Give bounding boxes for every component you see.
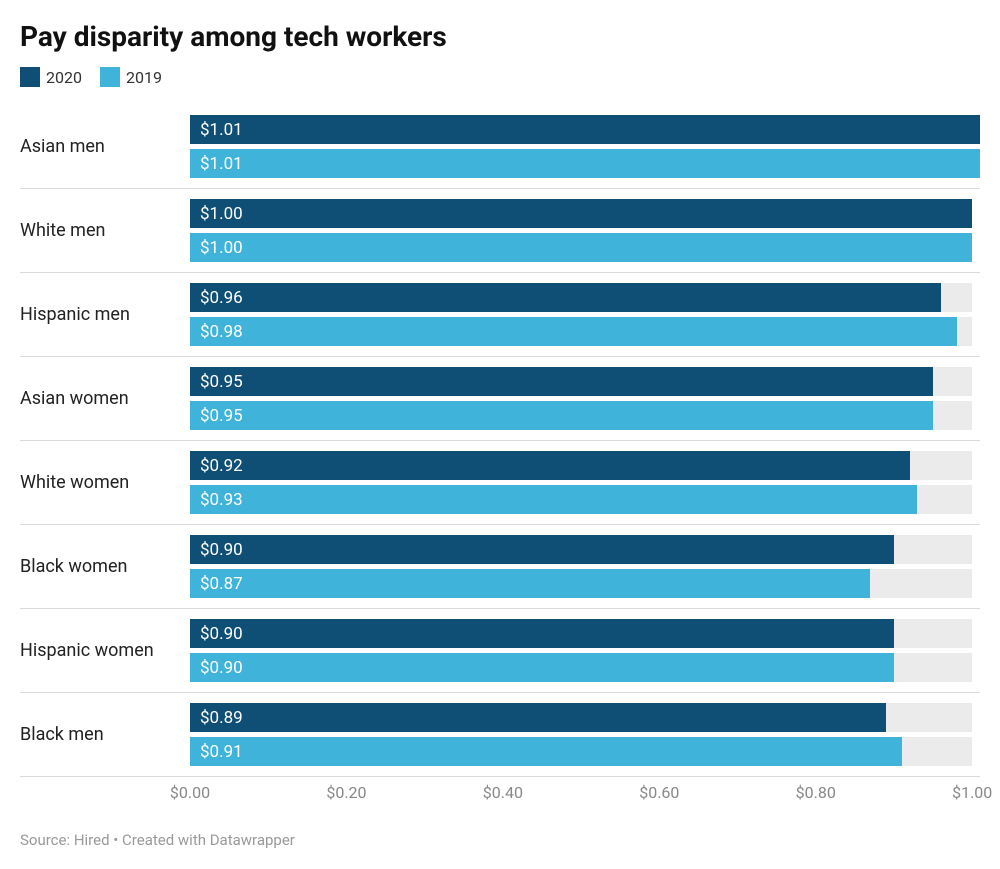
bars-column: $1.00 $1.00	[190, 189, 980, 272]
legend-item-2020: 2020	[20, 67, 82, 87]
category-label: White women	[20, 472, 190, 493]
bar-2020: $1.01	[190, 115, 980, 144]
axis-tick: $0.80	[796, 783, 836, 802]
bar-track: $0.87	[190, 569, 980, 598]
bar-track: $0.93	[190, 485, 980, 514]
bar-2019: $0.87	[190, 569, 870, 598]
bar-track: $0.91	[190, 737, 980, 766]
bars-column: $0.96 $0.98	[190, 273, 980, 356]
bar-2019: $0.91	[190, 737, 902, 766]
category-label: Hispanic women	[20, 640, 190, 661]
category-label: White men	[20, 220, 190, 241]
bar-2020: $0.90	[190, 619, 894, 648]
bar-value-label: $0.92	[200, 456, 243, 476]
legend-swatch-2020	[20, 67, 40, 87]
category-label: Black women	[20, 556, 190, 577]
chart-row: White men $1.00 $1.00	[20, 189, 980, 273]
axis-tick: $0.60	[639, 783, 679, 802]
chart-row: Hispanic men $0.96 $0.98	[20, 273, 980, 357]
legend-label-2020: 2020	[46, 68, 82, 87]
bars-column: $0.92 $0.93	[190, 441, 980, 524]
bar-2019: $0.93	[190, 485, 917, 514]
bar-value-label: $0.90	[200, 624, 243, 644]
legend: 2020 2019	[20, 67, 980, 87]
bar-value-label: $1.01	[200, 154, 243, 174]
bar-value-label: $1.00	[200, 238, 243, 258]
bar-track: $0.90	[190, 535, 980, 564]
bar-value-label: $0.90	[200, 658, 243, 678]
bar-2020: $0.89	[190, 703, 886, 732]
legend-label-2019: 2019	[126, 68, 162, 87]
bar-track: $0.96	[190, 283, 980, 312]
bar-2020: $0.92	[190, 451, 910, 480]
category-label: Black men	[20, 724, 190, 745]
chart-row: Asian men $1.01 $1.01	[20, 105, 980, 189]
category-label: Asian men	[20, 136, 190, 157]
bar-track: $0.90	[190, 653, 980, 682]
chart-plot-area: Asian men $1.01 $1.01 White men $1.00 $1.00 Hi…	[20, 105, 980, 777]
bars-column: $0.90 $0.90	[190, 609, 980, 692]
bar-2019: $0.95	[190, 401, 933, 430]
bar-value-label: $0.89	[200, 708, 243, 728]
bar-track: $0.95	[190, 401, 980, 430]
bar-value-label: $0.95	[200, 406, 243, 426]
axis-tick: $0.20	[326, 783, 366, 802]
axis-tick: $0.00	[170, 783, 210, 802]
bars-column: $1.01 $1.01	[190, 105, 980, 188]
bar-2019: $1.00	[190, 233, 972, 262]
bar-value-label: $0.98	[200, 322, 243, 342]
bar-2020: $0.90	[190, 535, 894, 564]
bar-track: $1.01	[190, 115, 980, 144]
bar-value-label: $0.95	[200, 372, 243, 392]
bar-track: $0.98	[190, 317, 980, 346]
legend-item-2019: 2019	[100, 67, 162, 87]
bars-column: $0.89 $0.91	[190, 693, 980, 776]
bars-column: $0.90 $0.87	[190, 525, 980, 608]
bar-value-label: $0.96	[200, 288, 243, 308]
axis-tick: $1.00	[952, 783, 992, 802]
bars-column: $0.95 $0.95	[190, 357, 980, 440]
bar-value-label: $1.01	[200, 120, 243, 140]
bar-2019: $0.90	[190, 653, 894, 682]
chart-row: Asian women $0.95 $0.95	[20, 357, 980, 441]
bar-value-label: $1.00	[200, 204, 243, 224]
chart-row: White women $0.92 $0.93	[20, 441, 980, 525]
axis-tick: $0.40	[483, 783, 523, 802]
bar-track: $1.00	[190, 233, 980, 262]
bar-track: $0.92	[190, 451, 980, 480]
bar-track: $0.89	[190, 703, 980, 732]
legend-swatch-2019	[100, 67, 120, 87]
chart-footer: Source: Hired • Created with Datawrapper	[20, 831, 980, 849]
bar-2019: $1.01	[190, 149, 980, 178]
bar-value-label: $0.90	[200, 540, 243, 560]
bar-value-label: $0.91	[200, 742, 243, 762]
category-label: Hispanic men	[20, 304, 190, 325]
bar-2020: $0.95	[190, 367, 933, 396]
bar-2020: $1.00	[190, 199, 972, 228]
chart-row: Black men $0.89 $0.91	[20, 693, 980, 777]
chart-row: Black women $0.90 $0.87	[20, 525, 980, 609]
category-label: Asian women	[20, 388, 190, 409]
x-axis: $0.00$0.20$0.40$0.60$0.80$1.00	[20, 783, 980, 807]
bar-track: $1.01	[190, 149, 980, 178]
bar-value-label: $0.87	[200, 574, 243, 594]
chart-row: Hispanic women $0.90 $0.90	[20, 609, 980, 693]
chart-title: Pay disparity among tech workers	[20, 20, 980, 53]
bar-track: $0.90	[190, 619, 980, 648]
bar-value-label: $0.93	[200, 490, 243, 510]
bar-2019: $0.98	[190, 317, 957, 346]
bar-track: $1.00	[190, 199, 980, 228]
bar-2020: $0.96	[190, 283, 941, 312]
bar-track: $0.95	[190, 367, 980, 396]
